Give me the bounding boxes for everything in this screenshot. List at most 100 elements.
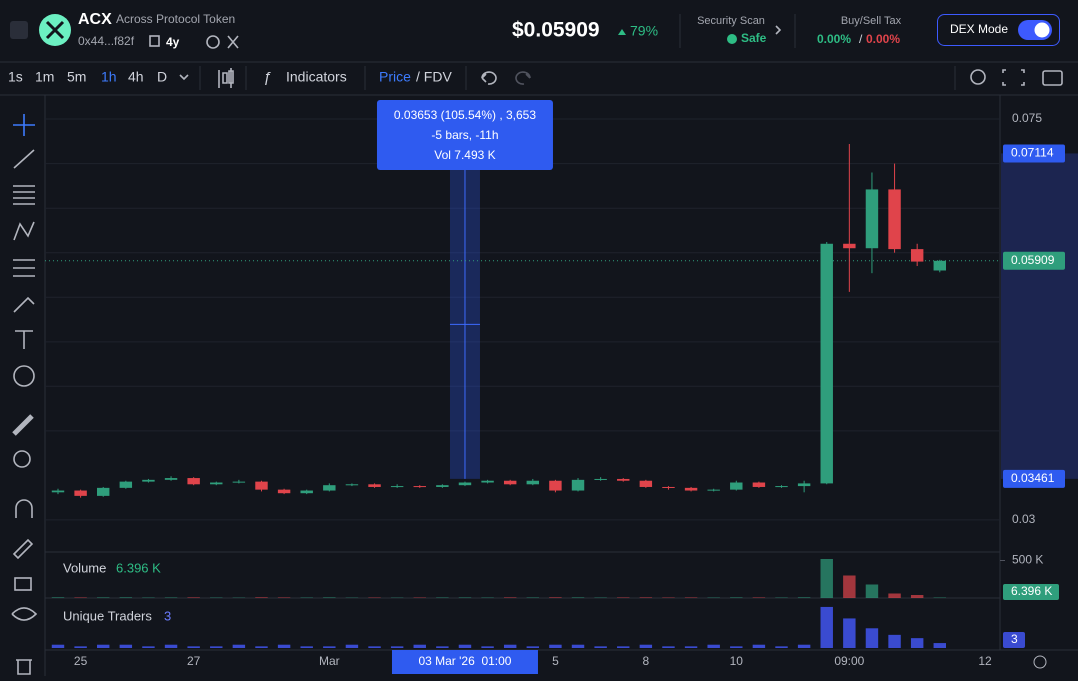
- age: 4y: [166, 35, 180, 49]
- traders-bar: [346, 645, 358, 648]
- volume-bar: [640, 597, 652, 598]
- traders-bar: [165, 645, 177, 648]
- tooltip-line: Vol 7.493 K: [434, 148, 495, 162]
- dex-mode-label[interactable]: DEX Mode: [950, 22, 1008, 36]
- candle-body: [120, 482, 132, 488]
- price-badge-label: 0.07114: [1011, 146, 1054, 160]
- volume-bar: [617, 597, 629, 598]
- sell-tax: 0.00%: [866, 32, 900, 46]
- price-toggle[interactable]: Price: [379, 69, 411, 85]
- volume-title: Volume: [63, 560, 106, 575]
- shield-icon: [727, 34, 737, 44]
- volume-bar: [730, 597, 742, 598]
- volume-bar: [187, 597, 199, 598]
- volume-bar: [97, 597, 109, 598]
- volume-bar: [323, 597, 335, 598]
- candle-body: [210, 483, 222, 485]
- x-tick-label: 5: [552, 654, 559, 668]
- volume-bar: [52, 597, 64, 598]
- candle-body: [52, 491, 64, 493]
- interval-button[interactable]: 1s: [8, 69, 23, 85]
- volume-bar: [527, 597, 539, 598]
- volume-bar: [459, 597, 471, 598]
- candle-body: [346, 484, 358, 485]
- fx-icon[interactable]: ƒ: [263, 69, 271, 86]
- indicators-button[interactable]: Indicators: [286, 69, 347, 85]
- traders-bar: [821, 607, 833, 648]
- traders-bar: [414, 645, 426, 648]
- traders-bar: [888, 635, 900, 648]
- volume-current: 6.396 K: [116, 560, 161, 575]
- x-tick-label: Mar: [319, 654, 340, 668]
- traders-bar: [866, 628, 878, 648]
- volume-bar: [165, 597, 177, 598]
- volume-bar: [866, 585, 878, 599]
- candle-body: [911, 249, 923, 261]
- candle-body: [187, 478, 199, 484]
- candle-body: [730, 483, 742, 490]
- traders-bar: [662, 646, 674, 648]
- traders-bar: [911, 638, 923, 648]
- interval-button[interactable]: 4h: [128, 69, 144, 85]
- candle-body: [300, 491, 312, 494]
- traders-bar: [527, 646, 539, 648]
- traders-title: Unique Traders: [63, 608, 152, 623]
- volume-bar: [753, 597, 765, 598]
- security-value: Safe: [741, 31, 767, 45]
- candle-body: [436, 485, 448, 487]
- candle-body: [594, 479, 606, 480]
- volume-bar: [504, 597, 516, 598]
- traders-bar: [142, 646, 154, 648]
- traders-bar: [572, 645, 584, 648]
- traders-current: 3: [164, 608, 171, 623]
- volume-tick-label: 500 K: [1012, 553, 1043, 567]
- volume-badge-label: 6.396 K: [1011, 584, 1052, 598]
- x-tick-label: 25: [74, 654, 88, 668]
- traders-bar: [368, 646, 380, 648]
- tooltip-line: 0.03653 (105.54%) , 3,653: [394, 108, 536, 122]
- y-tick-label: 0.075: [1012, 111, 1042, 125]
- tooltip-line: -5 bars, -11h: [431, 128, 498, 142]
- favorite-button[interactable]: [10, 21, 28, 39]
- security-label[interactable]: Security Scan: [697, 15, 765, 27]
- interval-button[interactable]: 1m: [35, 69, 54, 85]
- interval-button[interactable]: 5m: [67, 69, 86, 85]
- volume-bar: [685, 597, 697, 598]
- traders-bar: [481, 646, 493, 648]
- volume-bar: [255, 597, 267, 598]
- volume-bar: [821, 559, 833, 598]
- volume-bar: [572, 597, 584, 598]
- traders-bar: [300, 646, 312, 648]
- candle-body: [549, 481, 561, 491]
- traders-bar: [210, 646, 222, 648]
- candle-body: [572, 480, 584, 491]
- candle-body: [843, 244, 855, 248]
- price: $0.05909: [512, 19, 600, 42]
- volume-bar: [549, 597, 561, 598]
- traders-bar: [278, 645, 290, 648]
- candle-body: [775, 486, 787, 487]
- interval-button[interactable]: D: [157, 69, 167, 85]
- candle-body: [233, 482, 245, 483]
- traders-badge-label: 3: [1011, 632, 1018, 646]
- candle-body: [504, 481, 516, 485]
- traders-bar: [730, 646, 742, 648]
- candle-body: [391, 486, 403, 487]
- volume-bar: [798, 597, 810, 598]
- x-tick-label: 09:00: [834, 654, 864, 668]
- x-tick-label: 12: [978, 654, 992, 668]
- toggle-knob: [1035, 23, 1050, 38]
- traders-bar: [843, 618, 855, 648]
- traders-bar: [707, 645, 719, 648]
- volume-bar: [74, 597, 86, 598]
- candle-body: [278, 490, 290, 494]
- candle-body: [97, 488, 109, 496]
- interval-button[interactable]: 1h: [101, 69, 117, 85]
- address[interactable]: 0x44...f82f: [78, 34, 135, 48]
- fdv-toggle[interactable]: / FDV: [416, 69, 452, 85]
- traders-bar: [74, 646, 86, 648]
- candle-body: [640, 481, 652, 487]
- token-name: Across Protocol Token: [116, 12, 235, 26]
